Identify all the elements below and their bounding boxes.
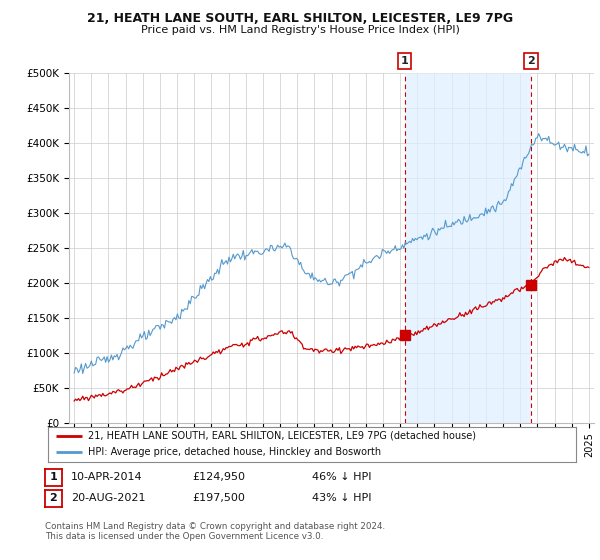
- Text: HPI: Average price, detached house, Hinckley and Bosworth: HPI: Average price, detached house, Hinc…: [88, 447, 381, 458]
- Bar: [405, 73, 531, 423]
- Text: £124,950: £124,950: [192, 472, 245, 482]
- Text: 2: 2: [50, 493, 57, 503]
- Text: 46% ↓ HPI: 46% ↓ HPI: [312, 472, 371, 482]
- Text: 43% ↓ HPI: 43% ↓ HPI: [312, 493, 371, 503]
- Text: 10-APR-2014: 10-APR-2014: [71, 472, 142, 482]
- Text: £197,500: £197,500: [192, 493, 245, 503]
- Text: 21, HEATH LANE SOUTH, EARL SHILTON, LEICESTER, LE9 7PG (detached house): 21, HEATH LANE SOUTH, EARL SHILTON, LEIC…: [88, 431, 476, 441]
- Text: 1: 1: [401, 56, 409, 66]
- Text: Price paid vs. HM Land Registry's House Price Index (HPI): Price paid vs. HM Land Registry's House …: [140, 25, 460, 35]
- Text: 2: 2: [527, 56, 535, 66]
- Text: Contains HM Land Registry data © Crown copyright and database right 2024.
This d: Contains HM Land Registry data © Crown c…: [45, 522, 385, 542]
- Text: 21, HEATH LANE SOUTH, EARL SHILTON, LEICESTER, LE9 7PG: 21, HEATH LANE SOUTH, EARL SHILTON, LEIC…: [87, 12, 513, 25]
- Text: 1: 1: [50, 472, 57, 482]
- Text: 20-AUG-2021: 20-AUG-2021: [71, 493, 145, 503]
